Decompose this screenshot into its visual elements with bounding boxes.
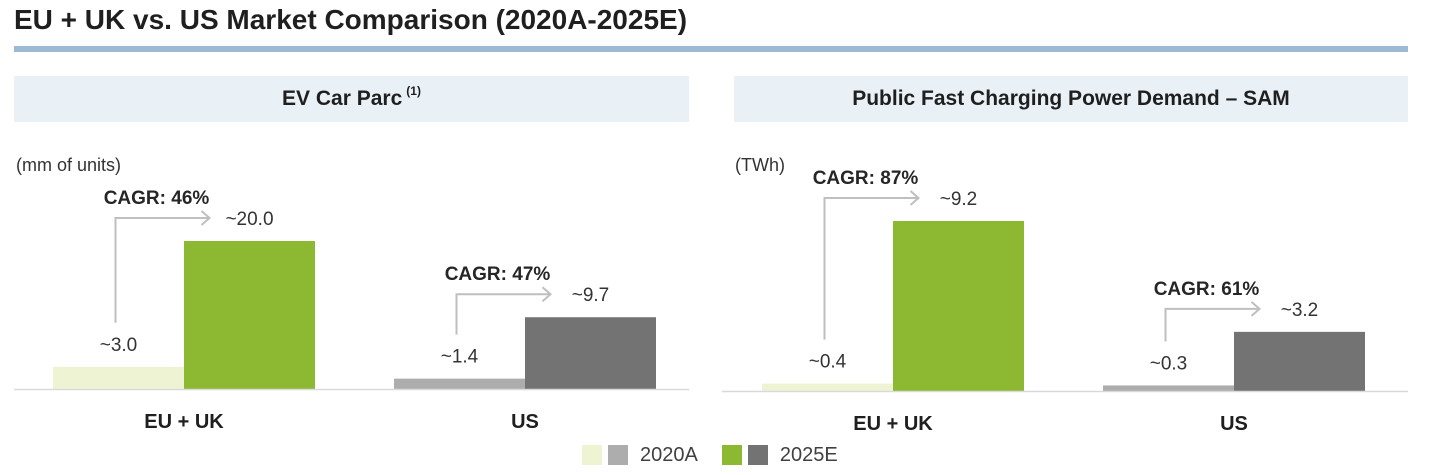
legend-swatch-us-2020a [608,445,628,465]
bar-eu-uk-2025e [893,221,1024,391]
cagr-label-eu-uk: CAGR: 87% [813,168,919,189]
cagr-arrowhead-us [1250,301,1262,317]
cagr-arrowhead-us [541,286,553,302]
page-title: EU + UK vs. US Market Comparison (2020A-… [14,4,688,35]
footnote-marker: (1) [406,84,421,98]
cagr-arrow-us [1164,307,1260,342]
unit-label: (TWh) [735,155,785,175]
category-label-eu-uk: EU + UK [144,411,224,433]
panel-title-ev-car-parc: EV Car Parc [282,87,403,110]
legend-swatch-eu-uk-2020a [582,445,602,465]
cagr-arrowhead-eu-uk [909,190,921,206]
cagr-label-us: CAGR: 47% [445,264,551,285]
bar-us-2020a [1103,385,1234,391]
chart-fast-charging-demand: (TWh) ~0.4 ~9.2 CAGR: 87% EU + UK ~0.3 ~3.2 CAG… [722,155,1408,435]
bar-us-2020a [394,378,525,389]
chart-ev-car-parc: (mm of units) ~3.0 ~20.0 CAGR: 46% EU + UK ~1… [14,155,689,433]
cagr-label-eu-uk: CAGR: 46% [104,188,210,209]
cagr-label-us: CAGR: 61% [1154,279,1260,300]
value-label-eu-uk-2020a: ~0.4 [809,352,847,373]
cagr-arrow-eu-uk [823,197,919,340]
bar-us-2025e [525,317,656,389]
legend-item-2020a: 2020A [582,445,698,465]
panel-title-fast-charging: Public Fast Charging Power Demand – SAM [852,87,1290,110]
value-label-eu-uk-2025e: ~20.0 [225,209,273,230]
cagr-arrow-us [455,293,551,335]
legend-label-2025e: 2025E [779,444,838,466]
value-label-eu-uk-2020a: ~3.0 [100,335,138,356]
panel-header-ev-car-parc: EV Car Parc (1) [14,76,689,122]
value-label-us-2020a: ~0.3 [1150,353,1188,374]
category-label-us: US [1220,413,1248,435]
legend-item-2025e: 2025E [721,444,838,466]
value-label-us-2025e: ~3.2 [1281,300,1319,321]
bar-eu-uk-2020a [53,366,184,389]
legend-label-2020a: 2020A [640,444,698,466]
category-label-eu-uk: EU + UK [853,413,933,435]
category-label-us: US [511,411,539,433]
panel-header-fast-charging: Public Fast Charging Power Demand – SAM [734,76,1408,122]
bar-eu-uk-2025e [184,241,315,389]
bar-us-2025e [1234,331,1365,391]
value-label-us-2025e: ~9.7 [572,285,610,306]
title-rule [14,46,1408,52]
cagr-arrow-eu-uk [114,217,210,323]
legend-swatch-eu-uk-2025e [721,445,742,465]
bar-eu-uk-2020a [762,383,893,391]
legend-swatch-us-2025e [747,445,768,465]
cagr-arrowhead-eu-uk [200,210,212,226]
legend: 2020A 2025E [582,445,862,465]
unit-label: (mm of units) [16,155,121,175]
value-label-eu-uk-2025e: ~9.2 [940,189,978,210]
value-label-us-2020a: ~1.4 [441,347,479,368]
